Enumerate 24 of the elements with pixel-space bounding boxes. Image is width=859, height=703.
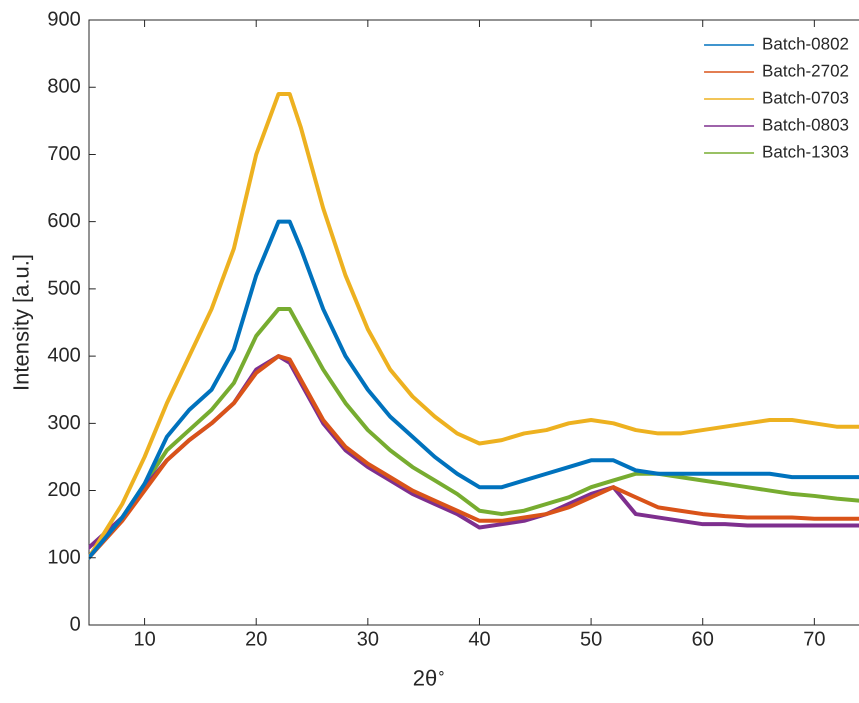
y-tick-label: 0 [70,614,81,636]
y-tick-label: 500 [47,277,81,300]
x-tick-label: 10 [133,628,156,651]
y-tick-label: 400 [47,344,81,367]
legend-label: Batch-2702 [762,62,849,81]
x-tick-label: 60 [692,628,714,651]
y-tick-label: 700 [47,142,81,165]
y-tick-label: 800 [47,76,81,98]
y-tick-label: 100 [47,546,81,568]
legend-label: Batch-1303 [762,142,849,162]
y-axis-title: Intensity [a.u.] [8,254,34,391]
y-tick-label: 900 [47,8,81,31]
x-tick-label: 20 [245,628,268,651]
x-tick-label: 30 [356,628,379,651]
y-tick-label: 200 [47,479,81,502]
legend-label: Batch-0703 [762,88,849,108]
x-axis-title: 2θ$^{∘}$ [412,664,448,692]
legend-label: Batch-0802 [762,34,849,54]
legend-label: Batch-0803 [762,116,849,135]
y-tick-label: 600 [47,210,81,232]
y-tick-label: 300 [47,412,81,434]
x-tick-label: 40 [468,628,491,651]
x-tick-label: 70 [803,628,826,651]
x-tick-label: 50 [580,628,602,651]
